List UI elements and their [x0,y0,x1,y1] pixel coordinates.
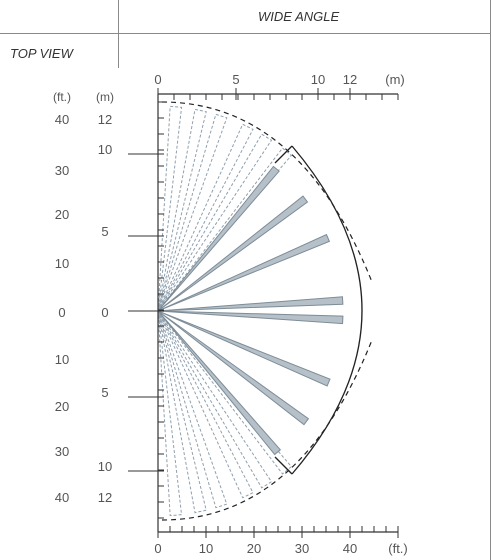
creep-zone [157,310,273,489]
bottom-ft-label-20: 20 [247,541,261,556]
bottom-ft-label-30: 30 [295,541,309,556]
left-ft-label-40-top: 40 [55,112,69,127]
creep-zone [157,310,207,514]
left-ft-label-10-top: 10 [55,256,69,271]
top-m-label-0: 0 [154,72,161,87]
left-m-label-10-bot: 10 [98,459,112,474]
bottom-ft-unit: (ft.) [388,541,408,556]
arc-end-tick-bottom [274,456,293,475]
left-ft-label-20-top: 20 [55,207,69,222]
creep-zone [157,108,207,312]
creep-zone [157,113,228,312]
creep-zone [157,310,183,517]
top-m-label-5: 5 [232,72,239,87]
left-ft-label-20-bot: 20 [55,399,69,414]
beam-band [157,310,282,456]
beam-band [157,165,280,312]
creep-zone [157,105,183,312]
left-ft-label-0: 0 [58,305,65,320]
left-m-label-12-top: 12 [98,112,112,127]
left-ft-label-40-bot: 40 [55,490,69,505]
outer-range-boundary [161,101,373,283]
top-m-label-12: 12 [343,72,357,87]
beam-band [157,233,331,312]
creep-zone [157,310,228,509]
detection-arc [291,145,363,475]
top-m-label-10: 10 [311,72,325,87]
beam-band [157,310,310,426]
header-divider [118,0,119,68]
left-m-label-12-bot: 12 [98,490,112,505]
top-view-label: TOP VIEW [10,46,73,61]
bottom-ft-label-0: 0 [154,541,161,556]
creep-zone [157,133,273,312]
bottom-ft-label-10: 10 [199,541,213,556]
left-ft-label-30-top: 30 [55,163,69,178]
left-ft-unit: (ft.) [53,90,71,104]
outer-range-boundary-lower [161,339,373,521]
beam-band [157,195,309,312]
left-m-label-5-bot: 5 [101,385,108,400]
left-m-label-10-top: 10 [98,142,112,157]
wide-angle-beams [157,165,344,456]
left-m-label-5-top: 5 [101,224,108,239]
wide-angle-title: WIDE ANGLE [258,9,340,24]
top-m-unit: (m) [385,72,405,87]
arc-end-tick-top [274,145,293,164]
creep-zone [157,310,254,499]
header-bottom-rule [0,33,491,34]
axis-ticks [128,88,399,538]
beam-band [157,310,331,387]
creep-zone [157,123,254,312]
dashed-detection-zones [157,105,293,517]
left-ft-label-30-bot: 30 [55,444,69,459]
left-m-label-0: 0 [101,305,108,320]
left-m-unit: (m) [96,90,114,104]
bottom-ft-label-40: 40 [343,541,357,556]
left-ft-label-10-bot: 10 [55,352,69,367]
